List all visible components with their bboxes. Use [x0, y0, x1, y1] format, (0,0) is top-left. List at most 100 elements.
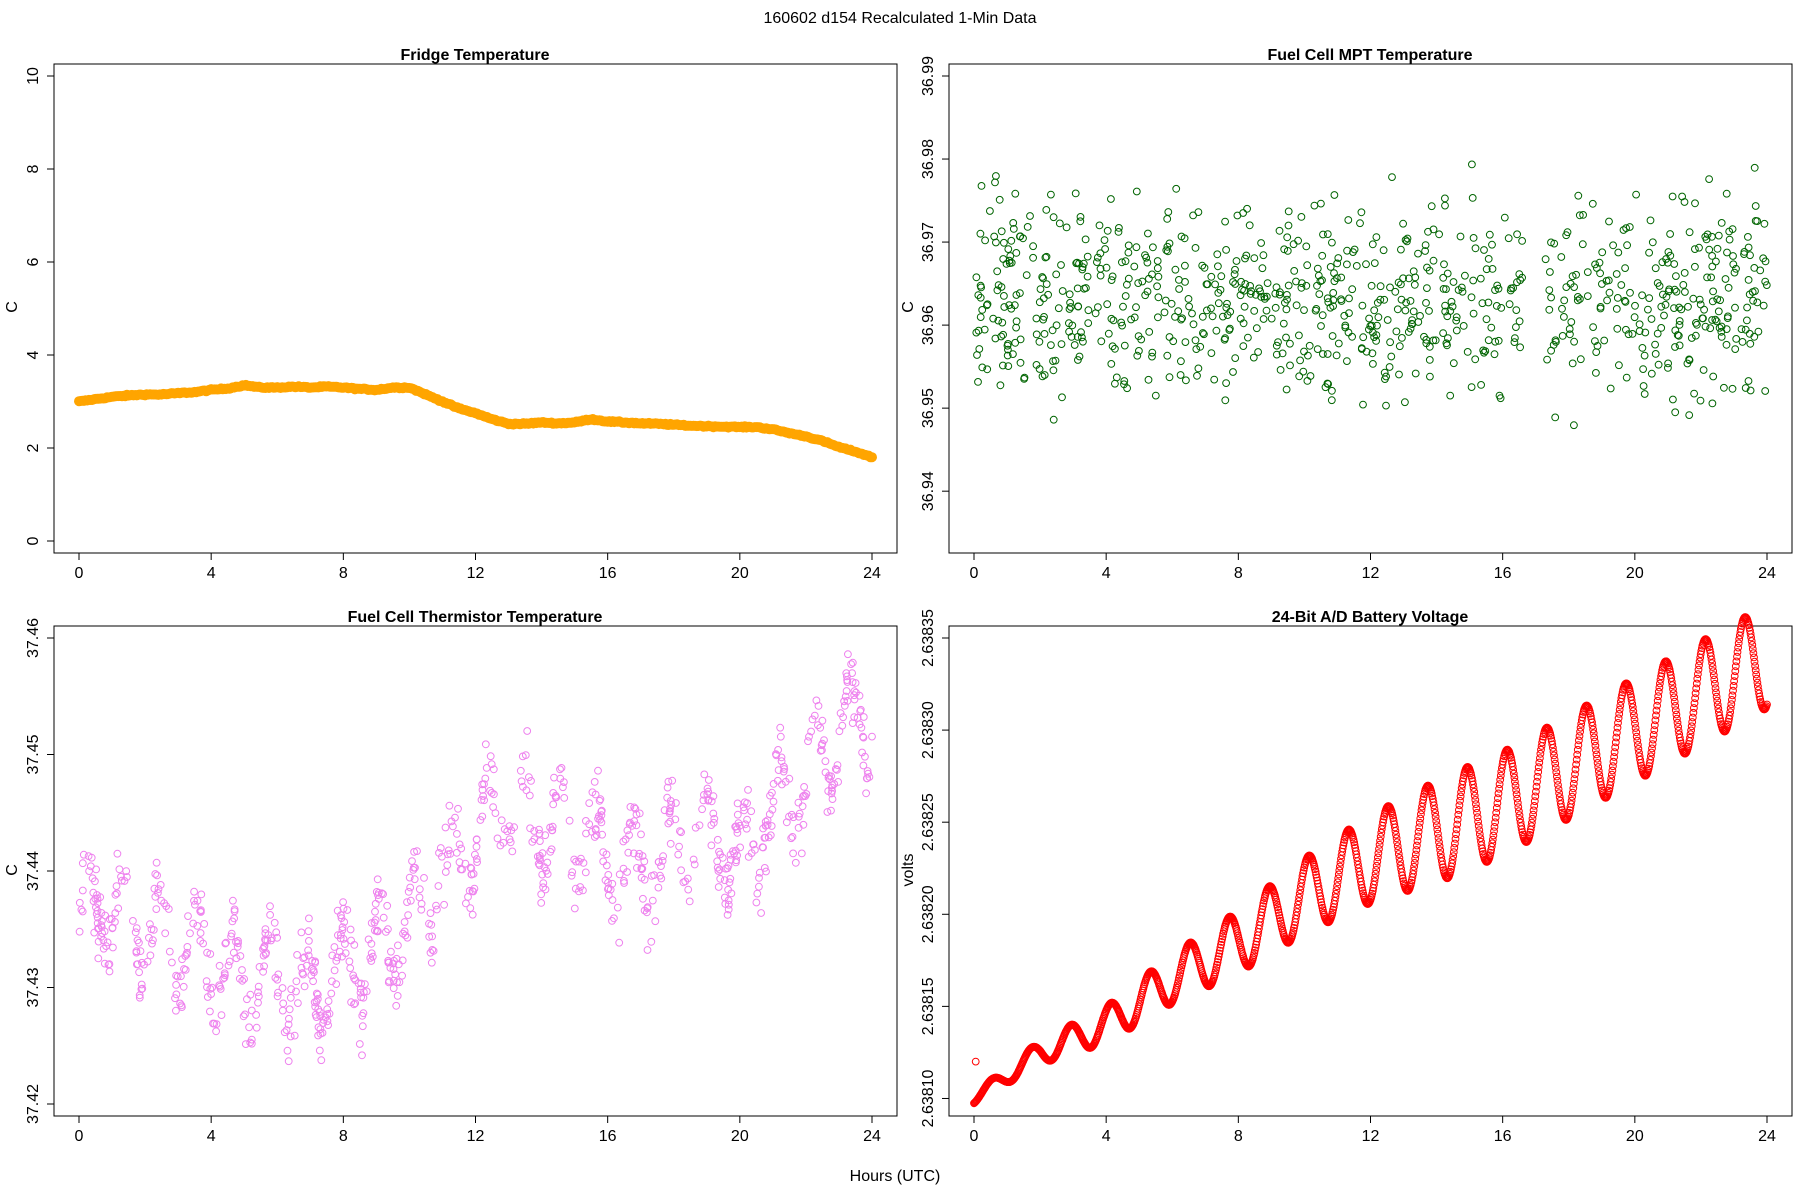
mpt-data-point: [1180, 234, 1189, 243]
fridge-x-tick-label: 24: [863, 565, 881, 582]
battery-data-point: [1458, 777, 1467, 786]
battery-data-point: [1438, 860, 1447, 869]
battery-data-point: [1590, 737, 1599, 746]
mpt-data-point: [1622, 373, 1631, 382]
thermistor-data-point: [749, 840, 758, 849]
thermistor-data-point: [479, 792, 488, 800]
mpt-data-point: [1252, 324, 1261, 333]
thermistor-data-point: [171, 994, 179, 1003]
battery-data-point: [1374, 853, 1382, 862]
thermistor-data-point: [292, 977, 301, 986]
thermistor-data-point: [229, 896, 237, 905]
battery-data-point: [1448, 859, 1456, 868]
mpt-data-point: [997, 227, 1006, 236]
battery-data-point: [1594, 767, 1603, 775]
thermistor-data-point: [389, 965, 398, 974]
thermistor-data-point: [640, 857, 649, 866]
thermistor-data-point: [309, 966, 318, 975]
mpt-data-point: [1144, 229, 1152, 238]
battery-data-point: [1475, 826, 1484, 834]
thermistor-data-point: [713, 857, 722, 866]
thermistor-data-point: [79, 850, 88, 859]
thermistor-x-tick-label: 12: [467, 1128, 485, 1145]
thermistor-data-point: [493, 834, 502, 843]
battery-data-point: [1730, 677, 1738, 685]
battery-data-point: [1650, 721, 1659, 730]
mpt-data-point: [1193, 371, 1201, 380]
mpt-data-point: [1286, 339, 1294, 348]
thermistor-data-point: [371, 926, 379, 935]
mpt-data-point: [1058, 287, 1067, 295]
thermistor-data-point: [704, 776, 713, 784]
mpt-data-point: [1357, 208, 1366, 217]
mpt-data-point: [1731, 345, 1740, 354]
mpt-data-point: [1448, 302, 1457, 311]
battery-data-point: [1591, 741, 1600, 750]
fuel-cell-thermistor-temperature-panel: Fuel Cell Thermistor Temperature C 0 4 8 12…: [4, 609, 898, 1145]
thermistor-x-tick-label: 16: [599, 1128, 617, 1145]
mpt-y-tick-label: 36.94: [920, 471, 937, 511]
mpt-data-point: [1012, 291, 1021, 299]
thermistor-data-point: [350, 974, 359, 983]
mpt-data-point: [1081, 235, 1090, 244]
mpt-data-point: [1023, 223, 1032, 231]
battery-data-point: [1705, 646, 1714, 654]
mpt-data-point: [1367, 281, 1376, 290]
mpt-data-point: [1685, 355, 1693, 364]
thermistor-data-point: [859, 733, 868, 742]
mpt-data-point: [1348, 332, 1356, 341]
thermistor-data-point: [387, 947, 395, 956]
mpt-data-point: [1214, 262, 1222, 271]
battery-data-point: [1609, 757, 1618, 766]
mpt-data-point: [1664, 359, 1672, 368]
battery-data-point: [1589, 725, 1597, 734]
mpt-data-point: [1439, 273, 1448, 282]
battery-data-point: [1509, 766, 1518, 774]
thermistor-data-point: [319, 1016, 328, 1024]
thermistor-data-point: [318, 1029, 327, 1037]
mpt-data-point: [1272, 350, 1281, 359]
battery-data-point: [1709, 671, 1718, 680]
mpt-data-point: [1296, 356, 1304, 365]
mpt-data-point: [1191, 336, 1200, 345]
thermistor-data-point: [830, 780, 839, 788]
mpt-data-point: [1621, 264, 1629, 273]
mpt-data-point: [1446, 307, 1455, 315]
mpt-data-point: [1440, 260, 1448, 269]
mpt-data-point: [1708, 316, 1716, 324]
mpt-data-point: [1410, 280, 1419, 289]
thermistor-data-point: [105, 960, 114, 968]
mpt-data-point: [1394, 278, 1403, 287]
mpt-data-point: [1162, 246, 1171, 255]
thermistor-data-point: [112, 882, 121, 890]
battery-data-point: [1274, 906, 1283, 914]
mpt-data-point: [1267, 314, 1276, 323]
battery-data-point: [1392, 834, 1401, 843]
mpt-data-point: [1016, 335, 1025, 344]
thermistor-data-point: [551, 793, 560, 802]
battery-data-point: [1610, 748, 1619, 757]
mpt-data-point: [1282, 385, 1291, 394]
mpt-data-point: [1547, 293, 1555, 302]
thermistor-data-point: [619, 837, 628, 846]
mpt-data-point: [1281, 298, 1289, 307]
mpt-data-point: [974, 326, 983, 335]
battery-data-point: [1710, 675, 1719, 684]
mpt-data-point: [1401, 236, 1410, 244]
mpt-data-point: [1250, 254, 1259, 263]
mpt-data-point: [1358, 301, 1367, 310]
thermistor-data-point: [78, 886, 87, 895]
thermistor-data-point: [154, 885, 163, 893]
battery-data-point: [1512, 790, 1521, 799]
mpt-data-point: [1670, 304, 1678, 313]
thermistor-data-point: [357, 979, 366, 988]
mpt-data-point: [1482, 265, 1491, 274]
mpt-data-point: [1761, 387, 1770, 395]
thermistor-data-point: [724, 905, 733, 914]
thermistor-temperature-title: Fuel Cell Thermistor Temperature: [348, 609, 603, 626]
thermistor-data-point: [615, 938, 624, 947]
battery-data-point: [1538, 738, 1546, 747]
mpt-data-point: [977, 283, 985, 292]
battery-data-point: [1575, 736, 1583, 745]
battery-data-point: [1553, 776, 1562, 785]
